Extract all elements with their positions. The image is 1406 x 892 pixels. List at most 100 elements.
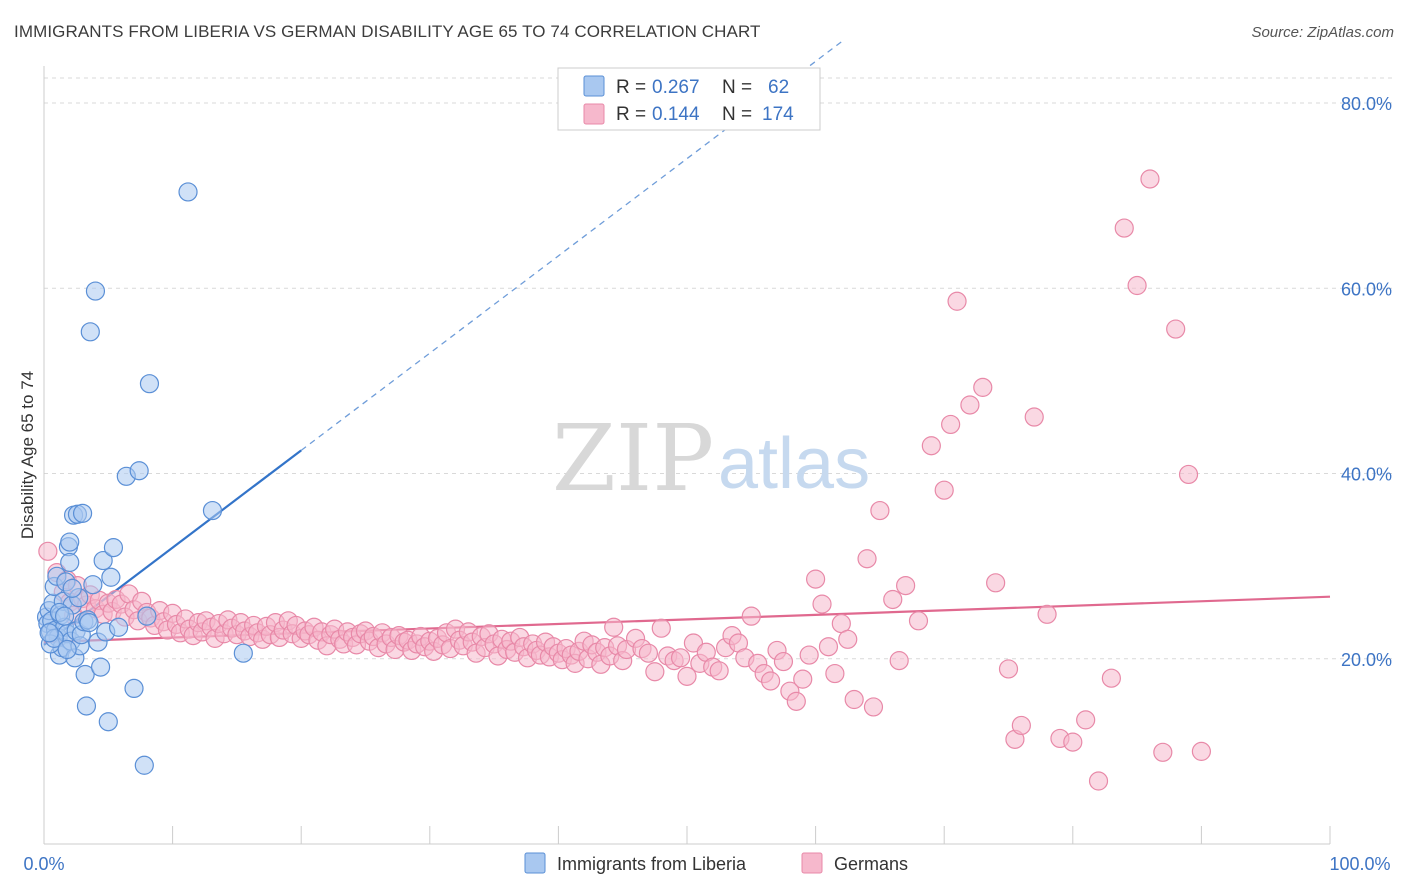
germans-point-198 [1166,319,1186,339]
bottom-legend-label-germans: Germans [834,854,908,874]
germans-point-181 [960,395,980,415]
liberia-point-38 [90,657,111,677]
trend-line-liberia [43,41,842,646]
legend-r-germans: 0.144 [652,104,700,125]
germans-point-166 [825,663,845,684]
germans-point-186 [1011,715,1031,736]
germans-point-142 [670,648,691,668]
germans-point-164 [812,594,832,614]
liberia-point-49 [137,606,157,626]
liberia-point-44 [108,617,129,637]
source-label: Source: ZipAtlas.com [1251,24,1394,41]
legend-n-germans: 174 [762,104,794,125]
x-tick-label-max: 100.0% [1329,854,1390,874]
x-ticks [43,826,1331,844]
germans-point-148 [709,661,729,681]
legend-box: R = 0.267 N = 62 R = 0.144 N = 174 [557,67,821,131]
germans-point-187 [1024,407,1044,427]
liberia-point-47 [129,461,149,481]
liberia-point-41 [98,712,118,732]
germans-point-176 [908,611,929,631]
liberia-point-35 [83,575,103,595]
germans-point-139 [651,618,671,638]
germans-point-172 [870,500,890,521]
series-germans-points [38,169,1212,791]
chart-title: IMMIGRANTS FROM LIBERIA VS GERMAN DISABI… [14,22,761,41]
germans-point-182 [973,377,993,397]
germans-point-184 [998,659,1019,679]
series-liberia-points [36,182,253,775]
legend-swatch-liberia [583,75,605,97]
legend-r-liberia: 0.267 [652,77,700,98]
y-tick-label-20: 20.0% [1341,650,1392,670]
legend-swatch-germans [583,103,605,125]
liberia-point-33 [79,613,99,633]
liberia-point-36 [85,281,106,301]
germans-point-169 [844,689,864,710]
y-tick-label-80: 80.0% [1341,94,1392,114]
germans-point-200 [1191,741,1212,761]
bottom-legend-swatch-germans [801,852,823,874]
liberia-point-60 [39,623,59,643]
liberia-point-56 [60,532,80,552]
germans-point-161 [793,669,813,689]
y-tick-label-60: 60.0% [1341,279,1392,299]
germans-point-163 [805,569,826,589]
grid-lines [44,77,1392,660]
liberia-point-30 [75,664,95,685]
germans-point-168 [838,629,858,649]
germans-point-190 [1063,732,1083,752]
germans-point-138 [645,662,665,682]
liberia-point-31 [76,696,97,716]
y-tick-label-40: 40.0% [1341,465,1392,485]
legend-n-label-liberia: N = [722,77,752,98]
germans-point-193 [1101,668,1121,688]
germans-point-197 [1153,742,1173,762]
liberia-point-43 [103,538,124,558]
germans-point-175 [896,575,916,596]
y-tick-labels: 20.0% 40.0% 60.0% 80.0% [1341,94,1392,670]
liberia-point-46 [124,678,144,699]
liberia-point-18 [60,552,80,573]
germans-point-177 [921,436,941,456]
germans-point-156 [760,671,781,691]
germans-point-183 [986,573,1006,593]
watermark-atlas: atlas [718,424,870,504]
germans-point-160 [786,691,806,711]
germans-point-173 [883,589,903,610]
germans-point-144 [683,633,704,653]
legend-r-label-liberia: R = [616,77,646,98]
bottom-legend-label-liberia: Immigrants from Liberia [557,854,747,874]
germans-point-194 [1114,218,1134,238]
liberia-point-48 [134,755,154,775]
germans-point-178 [934,480,954,500]
germans-point-195 [1127,275,1147,296]
germans-point-137 [638,643,659,663]
germans-point-131 [604,617,624,637]
germans-point-179 [941,414,961,435]
liberia-point-53 [233,643,253,663]
y-axis-title: Disability Age 65 to 74 [18,371,37,539]
germans-point-199 [1178,464,1199,485]
germans-point-180 [947,291,967,311]
legend-n-label-germans: N = [722,104,752,125]
germans-point-153 [741,606,761,626]
liberia-point-51 [178,182,198,202]
legend-n-liberia: 62 [768,77,789,98]
germans-point-188 [1037,604,1057,624]
bottom-legend: Immigrants from Liberia Germans [524,852,908,874]
liberia-point-50 [139,374,160,394]
germans-point-174 [889,651,909,671]
germans-point-171 [863,697,884,717]
germans-point-196 [1140,169,1160,189]
germans-point-192 [1088,771,1109,791]
liberia-point-58 [54,606,75,626]
germans-point-165 [818,637,839,657]
watermark-zip: ZIP [552,405,714,512]
germans-point-0 [38,541,58,561]
liberia-point-42 [101,567,121,587]
x-tick-label-min: 0.0% [23,854,64,874]
germans-point-158 [773,651,794,672]
liberia-point-28 [72,503,93,523]
